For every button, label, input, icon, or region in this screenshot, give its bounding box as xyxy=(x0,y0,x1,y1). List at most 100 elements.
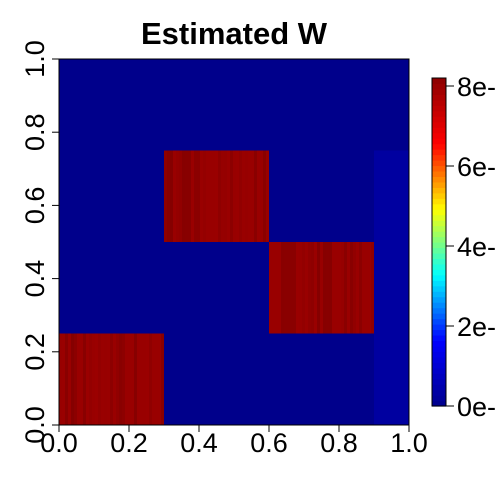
colorbar-segment xyxy=(432,176,446,182)
colorbar-tick-label: 8e- xyxy=(457,72,496,102)
heatmap-stripe xyxy=(323,242,326,334)
heatmap-stripe xyxy=(287,242,290,334)
colorbar-segment xyxy=(432,182,446,188)
heatmap-stripe xyxy=(116,334,119,426)
colorbar-segment xyxy=(432,78,446,84)
heatmap-stripe xyxy=(239,151,242,243)
colorbar-segment xyxy=(432,264,446,270)
chart-title: Estimated W xyxy=(141,16,328,51)
heatmap-stripe xyxy=(314,242,317,334)
colorbar-segment xyxy=(432,335,446,341)
colorbar-segment xyxy=(432,160,446,166)
colorbar-segment xyxy=(432,215,446,221)
heatmap-stripe xyxy=(197,151,200,243)
colorbar-segment xyxy=(432,324,446,330)
heatmap-stripe xyxy=(122,334,125,426)
plot-area xyxy=(59,59,409,425)
heatmap-stripe xyxy=(146,334,149,426)
colorbar-segment xyxy=(432,291,446,297)
heatmap-stripe xyxy=(245,151,248,243)
colorbar-segment xyxy=(432,395,446,401)
colorbar-segment xyxy=(432,329,446,335)
colorbar-segment xyxy=(432,133,446,139)
colorbar-segment xyxy=(432,83,446,89)
colorbar-segment xyxy=(432,269,446,275)
colorbar-segment xyxy=(432,357,446,363)
heatmap-stripe xyxy=(311,242,314,334)
heatmap-stripe xyxy=(179,151,182,243)
y-tick-label: 1.0 xyxy=(20,40,50,78)
heatmap-stripe xyxy=(98,334,101,426)
heatmap-stripe xyxy=(284,242,287,334)
heatmap-stripe xyxy=(254,151,257,243)
heatmap-stripe xyxy=(359,242,362,334)
y-tick-label: 0.8 xyxy=(20,113,50,151)
heatmap-stripe xyxy=(224,151,227,243)
colorbar-segment xyxy=(432,313,446,319)
heatmap-stripe xyxy=(341,242,344,334)
heatmap-stripe xyxy=(161,334,164,426)
heatmap-stripe xyxy=(371,242,374,334)
x-tick-label: 1.0 xyxy=(390,428,428,458)
y-tick-label: 0.4 xyxy=(20,260,50,298)
colorbar-segment xyxy=(432,155,446,161)
heatmap-stripe xyxy=(350,242,353,334)
colorbar-segment xyxy=(432,297,446,303)
heatmap-stripe xyxy=(344,242,347,334)
colorbar-segment xyxy=(432,209,446,215)
heatmap-stripe xyxy=(221,151,224,243)
colorbar-segment xyxy=(432,275,446,281)
colorbar-segment xyxy=(432,111,446,117)
colorbar-segment xyxy=(432,89,446,95)
colorbar-segment xyxy=(432,346,446,352)
heatmap-stripe xyxy=(188,151,191,243)
heatmap-stripe xyxy=(71,334,74,426)
colorbar-segment xyxy=(432,302,446,308)
heatmap-stripe xyxy=(89,334,92,426)
colorbar-segment xyxy=(432,226,446,232)
heatmap-stripe xyxy=(176,151,179,243)
heatmap-stripe xyxy=(194,151,197,243)
y-tick-label: 0.6 xyxy=(20,187,50,225)
colorbar-segment xyxy=(432,204,446,210)
colorbar-segment xyxy=(432,187,446,193)
colorbar-segment xyxy=(432,253,446,259)
colorbar-segment xyxy=(432,351,446,357)
colorbar-segment xyxy=(432,390,446,396)
colorbar-segment xyxy=(432,247,446,253)
colorbar-segment xyxy=(432,237,446,243)
colorbar-segment xyxy=(432,198,446,204)
colorbar-segment xyxy=(432,258,446,264)
colorbar-segment xyxy=(432,127,446,133)
heatmap-stripe xyxy=(299,242,302,334)
colorbar-segment xyxy=(432,138,446,144)
x-tick-label: 0.4 xyxy=(180,428,218,458)
colorbar-tick-label: 4e- xyxy=(457,232,496,262)
colorbar-segment xyxy=(432,165,446,171)
heatmap-stripe xyxy=(317,242,320,334)
colorbar-segment xyxy=(432,340,446,346)
heatmap-stripe xyxy=(230,151,233,243)
heatmap-stripe xyxy=(218,151,221,243)
colorbar: 0e- 2e- 4e- 6e- 8e- xyxy=(432,72,496,422)
heatmap-stripe xyxy=(320,242,323,334)
x-tick-label: 0.2 xyxy=(110,428,148,458)
heatmap-stripe xyxy=(110,334,113,426)
colorbar-segment xyxy=(432,100,446,106)
heatmap-stripe xyxy=(293,242,296,334)
heatmap-stripe xyxy=(353,242,356,334)
colorbar-segment xyxy=(432,231,446,237)
x-tick-label: 0.6 xyxy=(250,428,288,458)
colorbar-segment xyxy=(432,242,446,248)
colorbar-segment xyxy=(432,94,446,100)
heatmap-block xyxy=(374,151,409,426)
colorbar-tick-label: 0e- xyxy=(457,392,496,422)
colorbar-tick-label: 2e- xyxy=(457,312,496,342)
heatmap-stripe xyxy=(215,151,218,243)
heatmap-stripe xyxy=(203,151,206,243)
colorbar-segment xyxy=(432,368,446,374)
colorbar-segment xyxy=(432,149,446,155)
colorbar-segment xyxy=(432,122,446,128)
heatmap-stripe xyxy=(326,242,329,334)
colorbar-segment xyxy=(432,384,446,390)
